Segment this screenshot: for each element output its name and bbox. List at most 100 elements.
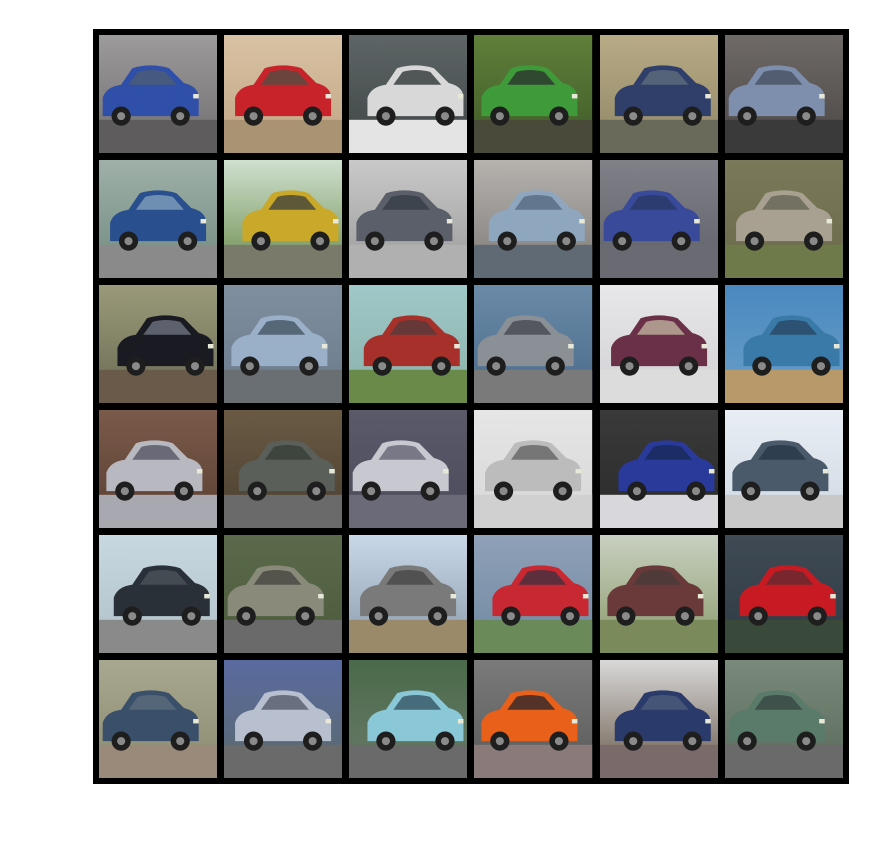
- image-tile: [724, 535, 843, 653]
- car-hubcap: [680, 612, 689, 621]
- car-hubcap: [176, 112, 185, 121]
- image-tile: [99, 535, 218, 653]
- car-body: [607, 565, 704, 617]
- car-image: [724, 535, 843, 653]
- car-body: [489, 190, 586, 242]
- car-hubcap: [742, 112, 752, 121]
- car-body: [242, 190, 339, 242]
- image-tile: [224, 285, 343, 403]
- tile-ground: [349, 244, 468, 278]
- car-headlight: [333, 219, 339, 224]
- tile-ground: [99, 244, 218, 278]
- car-image: [349, 35, 468, 153]
- tile-ground: [599, 244, 718, 278]
- car-image: [224, 35, 343, 153]
- car-headlight: [579, 219, 586, 224]
- car-headlight: [200, 219, 207, 224]
- car-hubcap: [426, 487, 435, 496]
- car-window: [132, 445, 181, 460]
- car-image: [724, 35, 843, 153]
- car-image: [724, 660, 843, 778]
- car-hubcap: [562, 237, 571, 246]
- car-hubcap: [809, 237, 818, 246]
- tile-ground: [99, 744, 218, 778]
- car-headlight: [576, 469, 582, 474]
- car-hubcap: [746, 487, 755, 496]
- image-tile: [474, 535, 593, 653]
- tile-ground: [99, 119, 218, 153]
- car-image: [224, 535, 343, 653]
- car-hubcap: [753, 612, 763, 621]
- tile-ground: [224, 619, 343, 653]
- car-hubcap: [187, 612, 196, 621]
- car-hubcap: [621, 612, 630, 621]
- car-window: [632, 570, 681, 585]
- car-window: [261, 70, 310, 85]
- tile-ground: [224, 494, 343, 528]
- image-tile: [224, 660, 343, 778]
- car-body: [117, 315, 214, 367]
- car-image: [474, 160, 593, 278]
- car-headlight: [572, 94, 578, 99]
- car-hubcap: [566, 612, 575, 621]
- image-tile: [724, 285, 843, 403]
- car-hubcap: [249, 737, 258, 746]
- car-window: [378, 445, 427, 460]
- car-hubcap: [253, 487, 262, 496]
- tile-ground: [349, 744, 468, 778]
- tile-ground: [724, 494, 843, 528]
- car-body: [364, 315, 461, 367]
- car-body: [235, 65, 332, 117]
- car-image: [724, 410, 843, 528]
- car-headlight: [568, 344, 575, 349]
- car-hubcap: [242, 612, 251, 621]
- car-hubcap: [441, 737, 450, 746]
- car-image: [599, 660, 718, 778]
- image-tile: [99, 660, 218, 778]
- car-hubcap: [632, 487, 641, 496]
- car-body: [231, 315, 328, 367]
- car-window: [264, 445, 313, 460]
- car-window: [382, 195, 431, 210]
- car-body: [113, 565, 210, 617]
- car-headlight: [693, 219, 700, 224]
- car-headlight: [458, 94, 464, 99]
- car-hubcap: [757, 362, 766, 371]
- car-hubcap: [499, 487, 509, 496]
- car-window: [389, 320, 438, 335]
- car-image: [599, 535, 718, 653]
- car-image: [599, 410, 718, 528]
- tile-ground: [724, 744, 843, 778]
- car-headlight: [193, 719, 199, 724]
- car-body: [618, 440, 715, 492]
- image-tile: [599, 660, 718, 778]
- tile-ground: [474, 619, 593, 653]
- car-image: [99, 35, 218, 153]
- tile-ground: [724, 369, 843, 403]
- image-tile: [224, 410, 343, 528]
- car-hubcap: [441, 112, 450, 121]
- car-hubcap: [301, 612, 310, 621]
- car-hubcap: [617, 237, 626, 246]
- car-body: [735, 190, 832, 242]
- car-body: [367, 65, 464, 117]
- car-hubcap: [801, 112, 811, 121]
- image-tile: [474, 660, 593, 778]
- tile-ground: [474, 744, 593, 778]
- car-hubcap: [687, 112, 697, 121]
- car-image: [99, 660, 218, 778]
- car-image: [474, 35, 593, 153]
- car-body: [102, 690, 199, 742]
- image-tile: [99, 160, 218, 278]
- car-hubcap: [257, 237, 266, 246]
- car-image: [724, 285, 843, 403]
- tile-ground: [99, 619, 218, 653]
- image-tile: [99, 35, 218, 153]
- car-headlight: [329, 469, 335, 474]
- car-hubcap: [503, 237, 512, 246]
- car-body: [614, 690, 711, 742]
- tile-ground: [99, 494, 218, 528]
- image-tile: [224, 35, 343, 153]
- car-image: [99, 160, 218, 278]
- car-image: [474, 285, 593, 403]
